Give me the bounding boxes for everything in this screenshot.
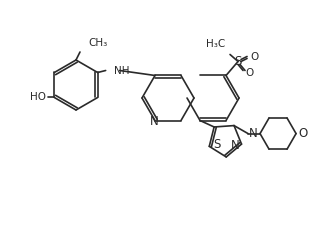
Text: N: N bbox=[249, 127, 258, 140]
Text: CH₃: CH₃ bbox=[88, 38, 107, 48]
Text: H₃C: H₃C bbox=[206, 39, 225, 50]
Text: HO: HO bbox=[30, 93, 46, 103]
Text: NH: NH bbox=[114, 66, 129, 76]
Text: O: O bbox=[298, 127, 307, 140]
Text: S: S bbox=[213, 138, 221, 151]
Text: S: S bbox=[234, 55, 242, 68]
Text: N: N bbox=[150, 115, 158, 128]
Text: N: N bbox=[231, 139, 239, 152]
Text: O: O bbox=[250, 52, 258, 62]
Text: O: O bbox=[245, 69, 253, 78]
